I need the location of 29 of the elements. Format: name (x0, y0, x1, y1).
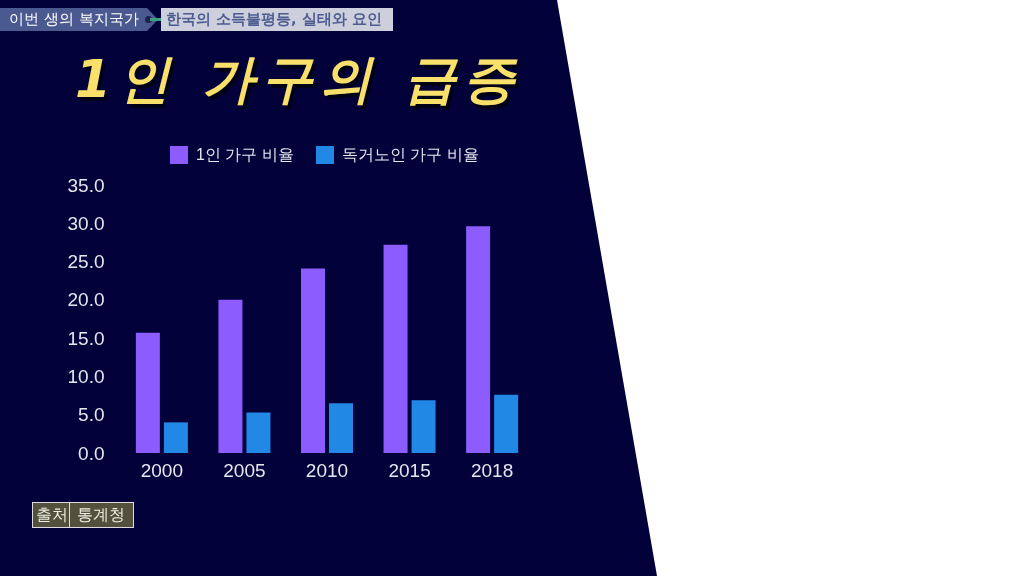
y-tick-label: 25.0 (67, 251, 105, 273)
legend-label: 독거노인 가구 비율 (342, 146, 479, 163)
x-tick-label: 2000 (140, 459, 184, 481)
bar (300, 268, 325, 453)
y-tick-label: 0.0 (78, 442, 105, 464)
text: 이번 생의 복지국가 (9, 9, 139, 30)
bar (218, 299, 243, 453)
x-tick-label: 2005 (223, 459, 266, 481)
bar (466, 226, 491, 453)
y-tick-label: 20.0 (67, 289, 105, 311)
legend-label: 1인 가구 비율 (196, 146, 294, 163)
chart-subtitle: 한국의 소득불평등, 실태와 요인 (166, 10, 382, 29)
x-tick-label: 2018 (470, 459, 514, 481)
bar (329, 403, 354, 453)
bar (163, 422, 188, 453)
text: 통계청 (77, 504, 125, 526)
x-tick-label: 2015 (388, 459, 431, 481)
y-tick-label: 15.0 (67, 327, 105, 349)
y-tick-label: 30.0 (67, 212, 105, 234)
bar (411, 400, 436, 453)
x-tick-label: 2010 (305, 459, 349, 481)
y-tick-label: 35.0 (67, 174, 105, 196)
y-tick-label: 10.0 (67, 365, 105, 387)
bar (383, 244, 408, 453)
bar (246, 412, 271, 453)
bar (135, 332, 160, 453)
chart-title: 1인 가구의 급증 (75, 48, 523, 110)
bar (494, 394, 519, 453)
y-tick-label: 5.0 (78, 404, 105, 426)
